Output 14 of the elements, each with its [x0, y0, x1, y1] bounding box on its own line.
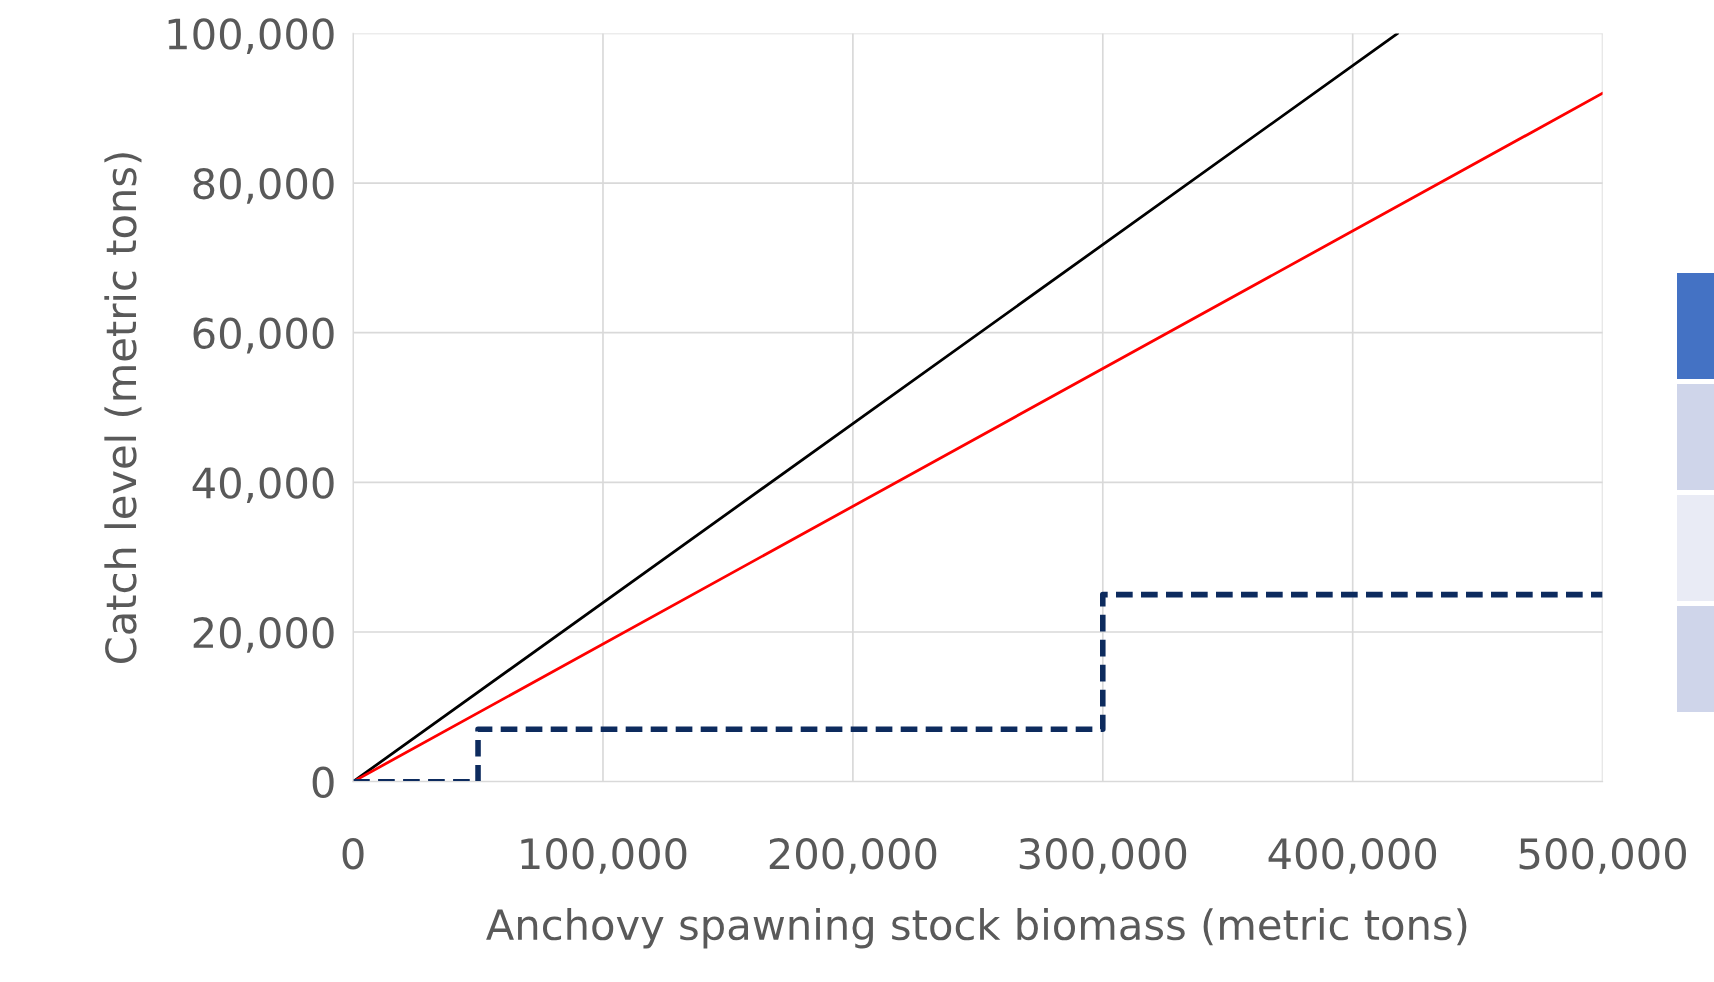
y-tick-label: 0 — [312, 766, 334, 799]
y-axis-title: Catch level (metric tons) — [104, 153, 142, 664]
x-tick-label: 200,000 — [769, 837, 937, 874]
x-tick-label: 400,000 — [1268, 837, 1437, 874]
y-tick-label: 100,000 — [168, 18, 334, 55]
x-tick-label: 100,000 — [521, 837, 687, 874]
y-tick-label: 80,000 — [193, 167, 334, 204]
y-tick-label: 20,000 — [193, 616, 334, 653]
x-tick-label: 300,000 — [1019, 837, 1187, 874]
y-tick-label: 40,000 — [192, 467, 334, 504]
x-axis-title: Anchovy spawning stock biomass (metric tons) — [486, 908, 1467, 949]
x-tick-label: 0 — [342, 837, 364, 870]
x-tick-label: 500,000 — [1519, 837, 1686, 874]
y-tick-label: 60,000 — [193, 317, 334, 354]
